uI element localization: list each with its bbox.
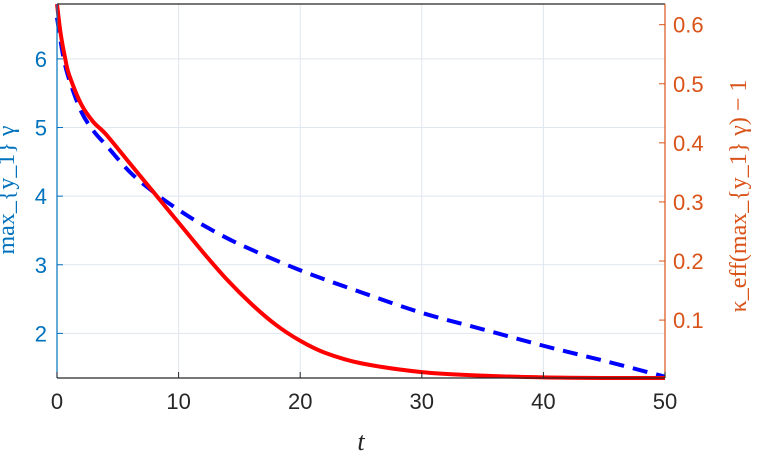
x-tick-label: 20 — [288, 389, 312, 414]
y-axis-right-label: κ_eff(max_{y_1} γ) − 1 — [726, 80, 752, 313]
y-right-tick-label: 0.1 — [673, 308, 704, 333]
x-tick-label: 10 — [166, 389, 190, 414]
x-axis: 0 10 20 30 40 50 — [51, 372, 677, 414]
y-axis-right: 0.1 0.2 0.3 0.4 0.5 0.6 — [659, 13, 704, 333]
y-axis-left-label: max_{y_1} γ — [0, 125, 20, 254]
y-left-tick-label: 3 — [35, 253, 47, 278]
series-layer — [55, 3, 666, 381]
plot-frame — [56, 3, 666, 379]
y-left-tick-label: 2 — [35, 321, 47, 346]
y-left-tick-label: 6 — [35, 47, 47, 72]
x-tick-label: 40 — [531, 389, 555, 414]
x-tick-label: 0 — [51, 389, 63, 414]
y-right-tick-label: 0.6 — [673, 13, 704, 38]
series-line-solid — [55, 3, 666, 381]
x-tick-label: 50 — [653, 389, 677, 414]
y-axis-left: 2 3 4 5 6 — [35, 47, 63, 346]
y-right-tick-label: 0.2 — [673, 249, 704, 274]
grid — [57, 4, 665, 378]
x-axis-label: t — [357, 427, 365, 456]
y-right-tick-label: 0.4 — [673, 131, 704, 156]
y-right-tick-label: 0.3 — [673, 190, 704, 215]
series-line-dashed — [55, 17, 666, 379]
y-left-tick-label: 4 — [35, 184, 47, 209]
x-tick-label: 30 — [410, 389, 434, 414]
y-right-tick-label: 0.5 — [673, 72, 704, 97]
y-left-tick-label: 5 — [35, 116, 47, 141]
